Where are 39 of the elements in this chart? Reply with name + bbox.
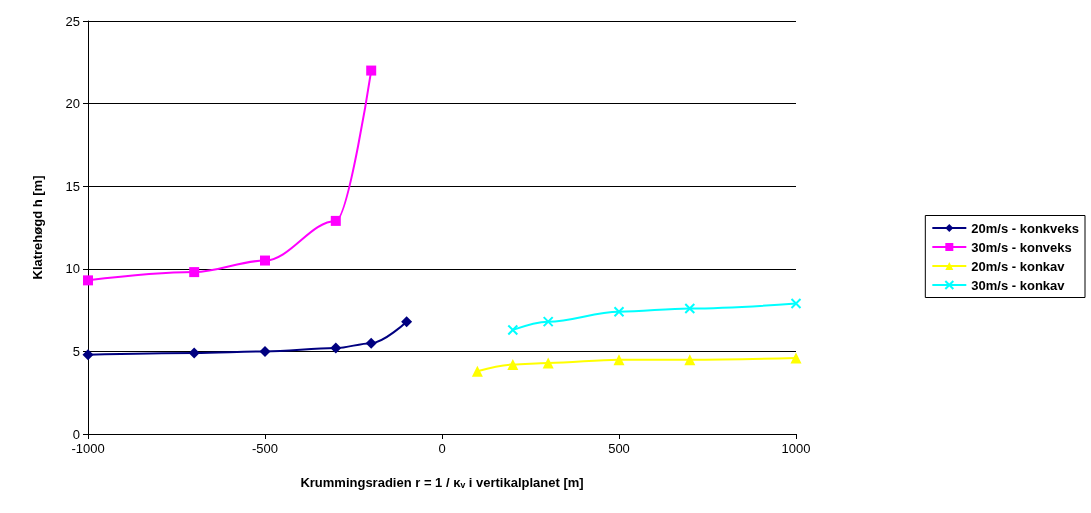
- point: [188, 347, 200, 359]
- point: [684, 354, 696, 366]
- y-tick-label: 10: [65, 261, 80, 277]
- point: [330, 215, 341, 226]
- legend-label: 20m/s - konkav: [971, 258, 1066, 274]
- point: [471, 365, 483, 377]
- point: [790, 297, 802, 309]
- point: [790, 352, 802, 364]
- point: [259, 345, 271, 357]
- legend-label: 30m/s - konkav: [971, 277, 1066, 293]
- legend-label: 30m/s - konveks: [971, 239, 1072, 255]
- point: [613, 306, 625, 318]
- point: [366, 65, 377, 76]
- y-tick-label: 5: [72, 343, 80, 359]
- point: [260, 255, 270, 266]
- y-tick-label: 15: [65, 178, 80, 194]
- point: [365, 337, 377, 349]
- point: [82, 349, 94, 361]
- point: [83, 275, 93, 286]
- point: [330, 342, 342, 354]
- point: [542, 357, 554, 369]
- x-tick-label: 0: [438, 441, 446, 456]
- y-tick-label: 25: [65, 13, 80, 29]
- y-tick-label: 0: [72, 426, 80, 442]
- point: [613, 354, 625, 366]
- x-axis-title: Krummingsradien r = 1 / κᵥ i vertikalplanet [m]: [300, 475, 584, 490]
- x-tick-label: 500: [608, 441, 630, 456]
- point: [542, 316, 554, 328]
- x-tick-label: 1000: [781, 441, 811, 456]
- point: [507, 359, 519, 371]
- x-tick-label: -1000: [71, 441, 105, 456]
- y-tick-label: 20: [65, 96, 80, 112]
- y-axis-title: Klatrehøgd h [m]: [30, 175, 45, 280]
- legend-label: 20m/s - konkveks: [971, 220, 1080, 236]
- point: [189, 267, 200, 278]
- x-tick-label: -500: [251, 441, 279, 456]
- point: [401, 316, 413, 328]
- point: [684, 302, 696, 314]
- point: [507, 324, 519, 336]
